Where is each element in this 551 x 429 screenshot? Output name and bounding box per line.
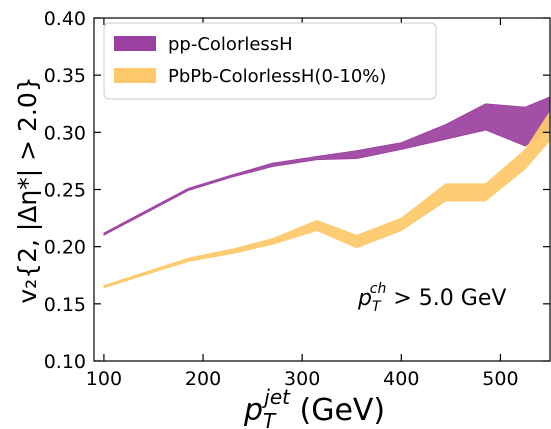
series-band-0 [103,96,551,236]
legend: pp-ColorlessH PbPb-ColorlessH(0-10%) [103,22,437,100]
x-tick-label: 300 [284,368,320,390]
y-tick-label: 0.30 [44,122,86,144]
legend-swatch-pp [114,36,156,51]
legend-label-pp: pp-ColorlessH [168,34,293,55]
y-tick-label: 0.15 [44,294,86,316]
x-tick-label: 200 [185,368,221,390]
x-tick-label: 500 [482,368,518,390]
y-tick-label: 0.35 [44,65,86,87]
x-tick-label: 100 [86,368,122,390]
x-axis-title: pTjet (GeV) [243,385,385,429]
pt-cut-annotation: pTch > 5.0 GeV [357,281,506,315]
y-axis-ticks: 0.10 0.15 0.20 0.25 0.30 0.35 0.40 [44,8,550,373]
legend-frame [103,22,437,100]
y-tick-label: 0.20 [44,237,86,259]
y-tick-label: 0.10 [44,351,86,373]
x-axis-ticks: 100 200 300 400 500 [86,18,519,390]
y-tick-label: 0.40 [44,8,86,30]
legend-label-pbpb: PbPb-ColorlessH(0-10%) [168,66,386,87]
y-tick-label: 0.25 [44,180,86,202]
series-bands [103,96,551,289]
legend-swatch-pbpb [114,68,156,83]
x-tick-label: 400 [383,368,419,390]
y-axis-title: v₂{2, |Δη*| > 2.0} [13,76,42,303]
